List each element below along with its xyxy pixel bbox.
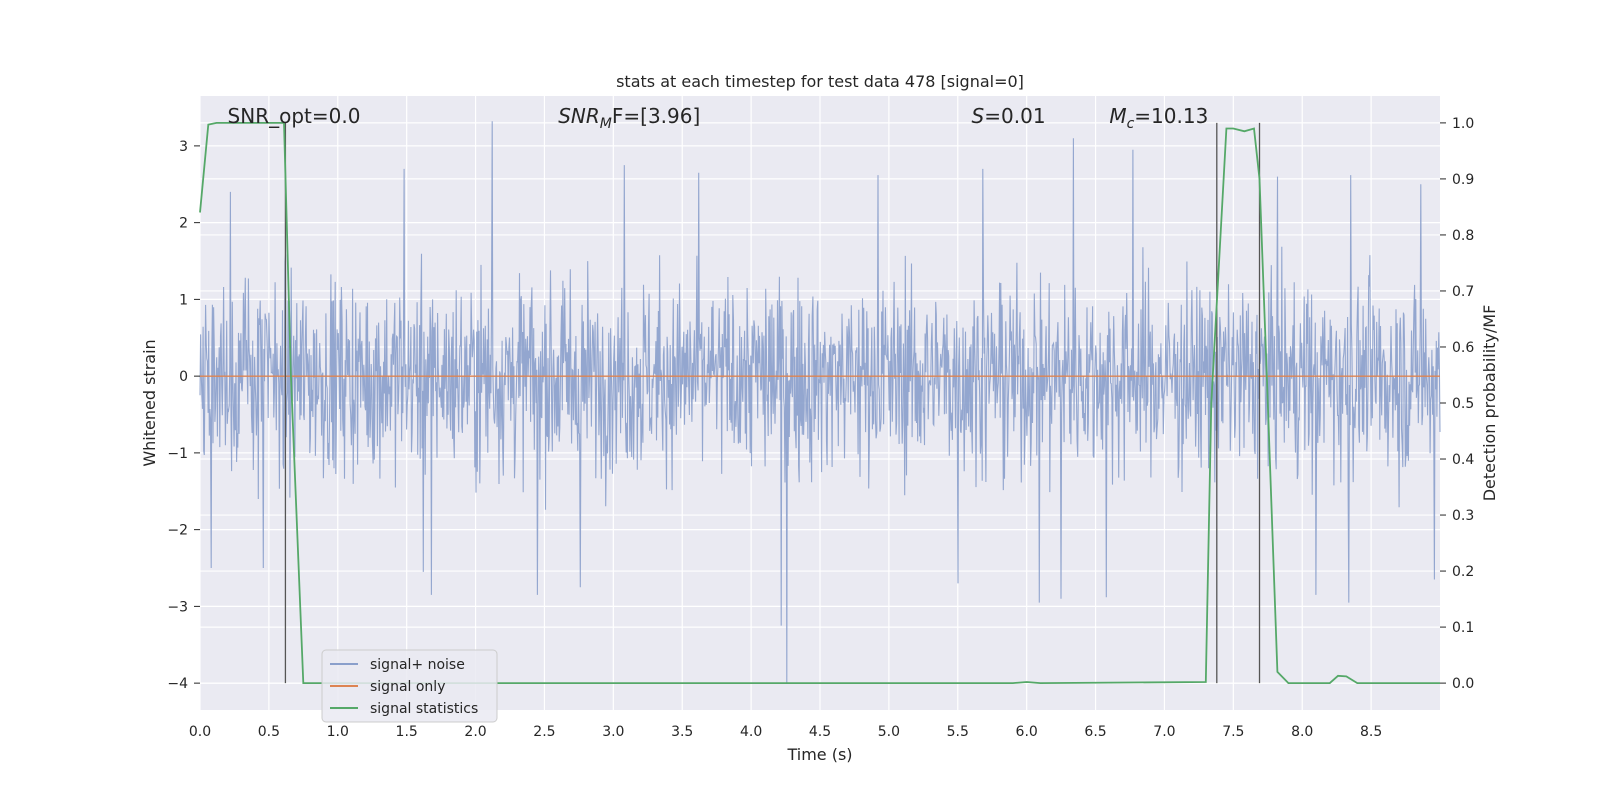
- annotation-snr_mf: SNRMF=[3.96]: [558, 104, 700, 132]
- legend-label: signal only: [370, 679, 445, 695]
- x-tick-label: 5.5: [947, 724, 969, 740]
- y-right-tick-label: 0.3: [1452, 508, 1474, 524]
- x-tick-label: 2.5: [533, 724, 555, 740]
- x-tick-label: 7.0: [1153, 724, 1175, 740]
- x-tick-label: 3.5: [671, 724, 693, 740]
- x-tick-label: 4.0: [740, 724, 762, 740]
- annotation-s_val: S=0.01: [972, 104, 1046, 128]
- x-tick-label: 2.0: [464, 724, 486, 740]
- x-tick-label: 6.5: [1084, 724, 1106, 740]
- series-signal-noise: [199, 121, 1441, 684]
- y-right-tick-label: 0.7: [1452, 284, 1474, 300]
- chart-title: stats at each timestep for test data 478…: [616, 72, 1024, 91]
- x-tick-label: 8.0: [1291, 724, 1313, 740]
- noise-line: [199, 121, 1441, 684]
- y-right-tick-label: 0.2: [1452, 564, 1474, 580]
- y-right-tick-label: 0.6: [1452, 340, 1474, 356]
- y-left-tick-label: 1: [179, 292, 188, 308]
- legend-label: signal+ noise: [370, 657, 465, 673]
- series-signal-statistics: [199, 122, 1440, 685]
- x-axis-label: Time (s): [786, 745, 852, 764]
- y-left-tick-label: −2: [167, 523, 188, 539]
- y-left-tick-label: 2: [179, 216, 188, 232]
- x-tick-label: 6.0: [1016, 724, 1038, 740]
- annotation-snr_opt: SNR_opt=0.0: [228, 104, 361, 128]
- y-right-tick-label: 0.4: [1452, 452, 1474, 468]
- y-left-tick-label: 0: [179, 369, 188, 385]
- y-axis-label-right: Detection probability/MF: [1480, 305, 1499, 502]
- ticks: 0.0 0.5 1.0 1.5 2.0 2.5 3.0 3.5 4.0 4.5 5.0 5.5 6.0 6…: [167, 116, 1474, 740]
- y-right-tick-label: 0.5: [1452, 396, 1474, 412]
- y-right-tick-label: 0.0: [1452, 676, 1474, 692]
- legend-box: [321, 649, 498, 723]
- vertical-markers: [284, 122, 1261, 684]
- y-axis-label-left: Whitened strain: [140, 339, 159, 466]
- signal-statistics-line: [199, 122, 1440, 685]
- y-right-tick-label: 0.1: [1452, 620, 1474, 636]
- x-tick-label: 5.0: [878, 724, 900, 740]
- x-tick-label: 4.5: [809, 724, 831, 740]
- x-tick-label: 0.5: [258, 724, 280, 740]
- legend: signal+ noise signal only signal statistic…: [321, 649, 498, 723]
- x-tick-label: 3.0: [602, 724, 624, 740]
- x-tick-label: 1.5: [396, 724, 418, 740]
- x-tick-label: 0.0: [189, 724, 211, 740]
- y-left-tick-label: −4: [167, 676, 188, 692]
- y-right-tick-label: 0.9: [1452, 172, 1474, 188]
- y-right-tick-label: 0.8: [1452, 228, 1474, 244]
- annotations: SNR_opt=0.0 SNRMF=[3.96] S=0.01 Mc=10.13: [228, 104, 1209, 132]
- y-left-tick-label: 3: [179, 139, 188, 155]
- y-left-tick-label: −3: [167, 599, 188, 615]
- x-tick-label: 7.5: [1222, 724, 1244, 740]
- annotation-mc_val: Mc=10.13: [1109, 104, 1208, 132]
- y-left-tick-label: −1: [167, 446, 188, 462]
- y-right-tick-label: 1.0: [1452, 116, 1474, 132]
- x-tick-label: 1.0: [327, 724, 349, 740]
- legend-label: signal statistics: [370, 701, 478, 717]
- x-tick-label: 8.5: [1360, 724, 1382, 740]
